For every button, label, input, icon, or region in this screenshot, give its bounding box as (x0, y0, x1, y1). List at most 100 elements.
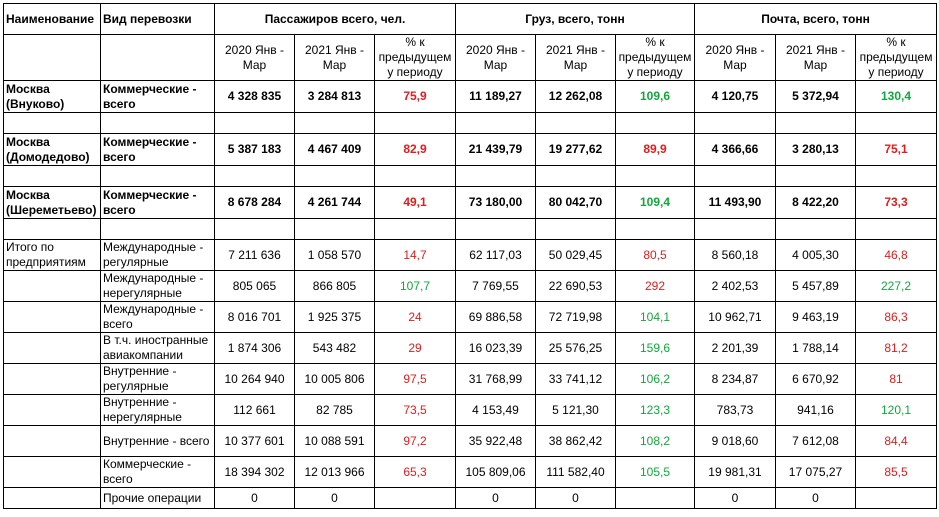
empty-cell (615, 112, 695, 134)
percent-cell: 75,9 (374, 80, 456, 113)
empty-cell (615, 165, 695, 187)
value-cell: 5 387 183 (214, 133, 295, 166)
percent-cell: 97,5 (374, 363, 456, 395)
percent-cell (615, 487, 695, 509)
value-cell: 0 (214, 487, 295, 509)
value-cell: 5 457,89 (775, 270, 856, 302)
spacer-row (3, 112, 938, 134)
value-cell: 4 120,75 (694, 80, 776, 113)
value-cell: 4 328 835 (214, 80, 295, 113)
percent-cell: 73,5 (374, 394, 456, 426)
empty-cell (100, 112, 215, 134)
subheader-percent: % к предыдущем у периоду (374, 34, 456, 81)
table-row: В т.ч. иностранные авиакомпании 1 874 306… (3, 332, 938, 364)
empty-cell (694, 112, 776, 134)
percent-cell: 82,9 (374, 133, 456, 166)
empty-cell (694, 165, 776, 187)
percent-cell: 159,6 (615, 332, 695, 364)
value-cell: 80 042,70 (535, 186, 616, 219)
spacer-row (3, 165, 938, 187)
percent-cell: 109,6 (615, 80, 695, 113)
value-cell: 11 189,27 (455, 80, 536, 113)
percent-cell: 105,5 (615, 456, 695, 488)
table-row: Итого по предприятиям Международные - рег… (3, 239, 938, 271)
empty-cell (854, 218, 938, 240)
transport-type: Коммерческие - всего (100, 456, 215, 488)
table-row: Международные - всего 8 016 701 1 925 375 2… (3, 301, 938, 333)
spacer-row (3, 218, 938, 240)
value-cell: 11 493,90 (694, 186, 776, 219)
transport-type: Коммерческие - всего (100, 80, 215, 113)
value-cell: 8 234,87 (694, 363, 776, 395)
value-cell: 33 741,12 (535, 363, 616, 395)
value-cell: 10 962,71 (694, 301, 776, 333)
value-cell: 19 981,31 (694, 456, 776, 488)
value-cell: 12 013 966 (294, 456, 375, 488)
empty-cell (775, 112, 856, 134)
table-body: Москва (Внуково) Коммерческие - всего 4 32… (3, 80, 938, 509)
table-row: Прочие операции 0 0 0 0 0 0 (3, 487, 938, 509)
value-cell: 0 (294, 487, 375, 509)
empty-cell (775, 218, 856, 240)
value-cell: 10 377 601 (214, 425, 295, 457)
empty-cell (694, 218, 776, 240)
value-cell: 3 284 813 (294, 80, 375, 113)
value-cell: 50 029,45 (535, 239, 616, 271)
airport-name: Москва (Шереметьево) (3, 186, 101, 219)
subheader-2021: 2021 Янв - Мар (775, 34, 856, 81)
empty-cell (374, 218, 456, 240)
value-cell: 16 023,39 (455, 332, 536, 364)
transport-type: Внутренние - нерегулярные (100, 394, 215, 426)
value-cell: 25 576,25 (535, 332, 616, 364)
value-cell: 10 088 591 (294, 425, 375, 457)
empty-cell (100, 165, 215, 187)
empty-cell (3, 112, 101, 134)
traffic-table: Наименование Вид перевозки Пассажиров вс… (3, 3, 938, 509)
header-transport-type: Вид перевозки (100, 3, 215, 35)
empty-cell (3, 218, 101, 240)
value-cell: 8 016 701 (214, 301, 295, 333)
transport-type: Коммерческие - всего (100, 186, 215, 219)
table-row: Москва (Шереметьево) Коммерческие - всего… (3, 186, 938, 219)
value-cell: 9 463,19 (775, 301, 856, 333)
value-cell: 35 922,48 (455, 425, 536, 457)
value-cell: 1 788,14 (775, 332, 856, 364)
value-cell: 4 467 409 (294, 133, 375, 166)
value-cell: 19 277,62 (535, 133, 616, 166)
value-cell: 5 372,94 (775, 80, 856, 113)
value-cell: 941,16 (775, 394, 856, 426)
value-cell: 112 661 (214, 394, 295, 426)
value-cell: 0 (775, 487, 856, 509)
empty-cell (100, 218, 215, 240)
value-cell: 5 121,30 (535, 394, 616, 426)
percent-cell: 109,4 (615, 186, 695, 219)
table-row: Москва (Домодедово) Коммерческие - всего 5… (3, 133, 938, 166)
value-cell: 111 582,40 (535, 456, 616, 488)
percent-cell: 292 (615, 270, 695, 302)
value-cell: 1 874 306 (214, 332, 295, 364)
value-cell: 866 805 (294, 270, 375, 302)
table-row: Международные - нерегулярные 805 065 866 8… (3, 270, 938, 302)
percent-cell: 85,5 (854, 456, 938, 488)
percent-cell: 227,2 (854, 270, 938, 302)
empty-cell (294, 218, 375, 240)
value-cell: 2 402,53 (694, 270, 776, 302)
empty-cell (854, 112, 938, 134)
percent-cell: 108,2 (615, 425, 695, 457)
value-cell: 7 211 636 (214, 239, 295, 271)
subheader-2020: 2020 Янв - Мар (455, 34, 536, 81)
empty-cell (214, 218, 295, 240)
percent-cell: 120,1 (854, 394, 938, 426)
value-cell: 10 005 806 (294, 363, 375, 395)
transport-type: Международные - нерегулярные (100, 270, 215, 302)
percent-cell: 81,2 (854, 332, 938, 364)
value-cell: 805 065 (214, 270, 295, 302)
header-cargo: Груз, всего, тонн (455, 3, 695, 35)
empty-cell (3, 394, 101, 426)
transport-type: Коммерческие - всего (100, 133, 215, 166)
header-mail: Почта, всего, тонн (693, 3, 938, 35)
table-row: Внутренние - нерегулярные 112 661 82 785 73… (3, 394, 938, 426)
value-cell: 6 670,92 (775, 363, 856, 395)
percent-cell (374, 487, 456, 509)
empty-cell (455, 165, 536, 187)
